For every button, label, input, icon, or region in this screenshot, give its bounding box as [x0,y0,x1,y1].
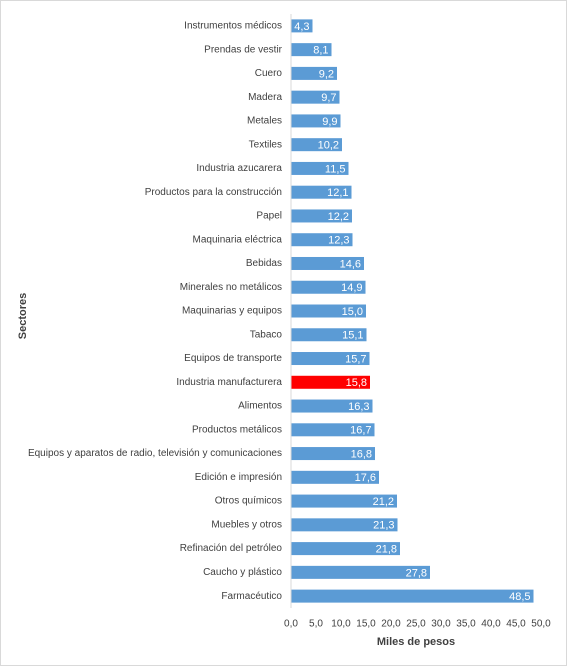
bar [291,90,340,104]
bar [291,447,375,461]
value-label: 4,3 [294,21,309,33]
value-label: 10,2 [318,140,339,152]
y-tick-label: Productos metálicos [192,424,282,435]
bar [291,138,342,152]
y-tick-label: Maquinarias y equipos [182,306,282,317]
y-tick-label: Minerales no metálicos [180,282,282,293]
bar [291,209,352,223]
x-tick-label: 45,0 [506,619,526,630]
y-tick-label: Otros químicos [215,496,282,507]
bar [291,280,366,294]
y-tick-label: Maquinaria eléctrica [193,234,283,245]
bar [291,161,349,175]
bar [291,328,367,342]
y-tick-label: Cuero [255,68,283,79]
bar [291,375,370,389]
bar [291,304,366,318]
y-axis-title: Sectores [17,293,29,339]
bar [291,352,370,366]
bar [291,233,353,247]
x-tick-label: 30,0 [431,619,451,630]
y-tick-label: Equipos de transporte [184,353,282,364]
y-tick-label: Farmacéutico [221,591,282,602]
y-tick-label: Bebidas [246,258,282,269]
value-label: 15,0 [342,306,363,318]
value-label: 12,1 [327,187,348,199]
x-tick-label: 50,0 [531,619,551,630]
y-tick-label: Industria azucarera [196,163,282,174]
bar [291,423,375,437]
x-tick-label: 35,0 [456,619,476,630]
bar [291,256,364,270]
value-label: 21,2 [373,496,394,508]
x-tick-label: 10,0 [331,619,351,630]
y-tick-label: Muebles y otros [211,519,282,530]
y-tick-label: Alimentos [238,401,282,412]
y-tick-label: Papel [256,211,282,222]
value-label: 21,8 [376,544,397,556]
x-tick-label: 5,0 [309,619,323,630]
x-tick-label: 25,0 [406,619,426,630]
value-label: 21,3 [373,520,394,532]
bar [291,470,379,484]
value-label: 9,7 [321,92,336,104]
y-tick-label: Prendas de vestir [204,44,282,55]
y-tick-label: Equipos y aparatos de radio, televisión … [28,448,282,459]
x-tick-label: 40,0 [481,619,501,630]
value-label: 8,1 [313,45,328,57]
value-label: 11,5 [325,163,346,175]
bar [291,114,341,128]
y-tick-label: Productos para la construcción [145,187,282,198]
y-tick-label: Metales [247,116,282,127]
y-tick-label: Textiles [249,139,282,150]
x-axis-title: Miles de pesos [377,636,455,648]
value-label: 16,7 [350,425,371,437]
value-label: 15,7 [345,353,366,365]
y-tick-label: Edición e impresión [195,472,282,483]
value-label: 15,1 [342,330,363,342]
bar [291,66,337,80]
x-tick-label: 0,0 [284,619,298,630]
value-label: 9,9 [322,116,337,128]
bar [291,518,398,532]
bar [291,43,332,57]
value-label: 9,2 [319,68,334,80]
bar [291,399,373,413]
value-label: 17,6 [355,472,376,484]
value-label: 14,9 [341,282,362,294]
value-label: 12,2 [328,211,349,223]
y-tick-label: Industria manufacturera [176,377,282,388]
value-label: 15,8 [346,377,367,389]
bar [291,589,534,603]
value-label: 16,8 [351,448,372,460]
bar [291,185,352,199]
value-label: 14,6 [340,258,361,270]
bar [291,542,400,556]
bar [291,19,313,33]
bar [291,565,430,579]
x-tick-label: 15,0 [356,619,376,630]
y-tick-label: Tabaco [250,329,283,340]
y-tick-label: Madera [248,92,282,103]
y-tick-label: Caucho y plástico [203,567,282,578]
y-tick-label: Refinación del petróleo [180,543,283,554]
y-tick-label: Instrumentos médicos [184,21,282,32]
bar [291,494,397,508]
value-label: 27,8 [406,567,427,579]
value-label: 12,3 [328,235,349,247]
x-tick-label: 20,0 [381,619,401,630]
value-label: 16,3 [348,401,369,413]
value-label: 48,5 [509,591,530,603]
